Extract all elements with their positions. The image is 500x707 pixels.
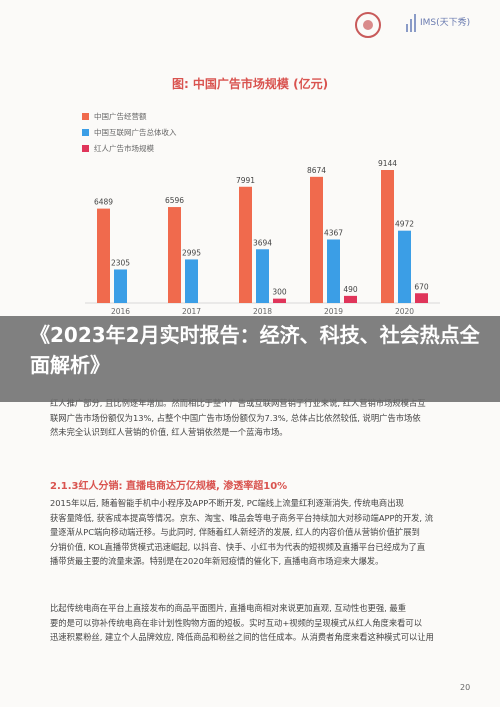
data-label: 670 bbox=[414, 282, 429, 291]
data-label: 9144 bbox=[378, 159, 397, 168]
banner-title: 《2023年2月实时报告：经济、科技、社会热点全面解析》 bbox=[30, 323, 480, 377]
data-label: 2995 bbox=[182, 248, 201, 257]
legend-item: 中国广告经营额 bbox=[82, 108, 177, 124]
legend-label: 中国广告经营额 bbox=[94, 111, 147, 121]
paragraph-3: 比起传统电商在平台上直接发布的商品平面图片, 直播电商相对来说更加直观, 互动性… bbox=[50, 601, 455, 645]
text-line: 播带货最主要的流量来源。特别是在2020年新冠疫情的催化下, 直播电商市场迎来大… bbox=[50, 556, 384, 566]
x-tick-label: 2020 bbox=[395, 307, 414, 316]
data-label: 8674 bbox=[307, 166, 326, 175]
x-tick-label: 2016 bbox=[111, 307, 130, 316]
x-tick-label: 2018 bbox=[253, 307, 272, 316]
text-line: 量逐渐从PC端向移动端迁移。与此同时, 伴随着红人新经济的发展, 红人的内容价值… bbox=[50, 527, 420, 537]
paragraph-1: 红人推广部分, 且比例逐年增加。然而相比于整个广告或互联网营销子行业来说, 红人… bbox=[50, 396, 455, 440]
chart-legend: 中国广告经营额 中国互联网广告总体收入 红人广告市场规模 bbox=[82, 108, 177, 156]
text-line: 联网广告市场份额仅为13%, 占整个中国广告市场份额仅为7.3%, 总体占比依然… bbox=[50, 412, 421, 423]
text-line: 2015年以后, 随着智能手机中小程序及APP不断开发, PC端线上流量红利逐渐… bbox=[50, 498, 404, 508]
legend-swatch bbox=[82, 144, 89, 152]
bar bbox=[415, 293, 428, 303]
bar bbox=[97, 208, 110, 303]
data-label: 2305 bbox=[111, 258, 130, 267]
bar bbox=[327, 239, 340, 303]
legend-swatch bbox=[82, 112, 89, 120]
bar bbox=[239, 186, 252, 303]
bar bbox=[344, 295, 357, 303]
text-line: 获客量降低, 获客成本提高等情况。京东、淘宝、唯品会等电子商务平台持续加大对移动… bbox=[50, 512, 434, 523]
legend-label: 红人广告市场规模 bbox=[94, 143, 154, 153]
data-label: 490 bbox=[343, 285, 358, 294]
text-line: 比起传统电商在平台上直接发布的商品平面图片, 直播电商相对来说更加直观, 互动性… bbox=[50, 603, 406, 613]
page-number: 20 bbox=[460, 683, 471, 692]
data-label: 6489 bbox=[94, 198, 113, 207]
text-line: 红人推广部分, 且比例逐年增加。然而相比于整个广告或互联网营销子行业来说, 红人… bbox=[50, 398, 426, 408]
text-line: 分销价值, KOL直播带货模式迅速崛起, 以抖音、快手、小红书为代表的短视频及直… bbox=[50, 541, 426, 552]
text-line: 迅速积累粉丝, 建立个人品牌效应, 降低商品和粉丝之间的信任成本。从消费者角度来… bbox=[50, 632, 434, 642]
legend-swatch bbox=[82, 128, 89, 136]
bar bbox=[185, 259, 198, 303]
ims-logo-icon bbox=[406, 14, 416, 32]
legend-label: 中国互联网广告总体收入 bbox=[94, 127, 177, 137]
title-banner bbox=[0, 316, 500, 402]
bar-chart: 6489 2305 2016 6596 2995 2017 7991 3694 300 2018 8… bbox=[85, 159, 440, 316]
chart-title: 图: 中国广告市场规模 (亿元) bbox=[171, 77, 329, 91]
bar bbox=[273, 298, 286, 303]
x-tick-label: 2019 bbox=[324, 307, 343, 316]
x-tick-label: 2017 bbox=[182, 307, 201, 316]
publisher-seal-logo bbox=[355, 12, 381, 38]
text-line: 要的是可以弥补传统电商在非计划性购物方面的短板。实时互动+视频的呈现模式从红人角… bbox=[50, 617, 423, 628]
data-label: 3694 bbox=[253, 238, 272, 247]
bar bbox=[381, 170, 394, 303]
legend-item: 中国互联网广告总体收入 bbox=[82, 124, 177, 140]
data-label: 4367 bbox=[324, 228, 343, 237]
text-line: 然未完全认识到红人营销的价值, 红人营销依然是一个蓝海市场。 bbox=[50, 427, 288, 437]
data-label: 7991 bbox=[236, 176, 255, 185]
data-label: 6596 bbox=[165, 196, 184, 205]
data-label: 300 bbox=[272, 288, 287, 297]
bar bbox=[168, 207, 181, 303]
bar bbox=[310, 176, 323, 303]
data-label: 4972 bbox=[395, 220, 414, 229]
bar bbox=[398, 230, 411, 303]
section-heading: 2.1.3红人分销: 直播电商达万亿规模, 渗透率超10% bbox=[50, 481, 288, 492]
legend-item: 红人广告市场规模 bbox=[82, 140, 177, 156]
bar bbox=[256, 249, 269, 303]
brand-text: IMS(天下秀) bbox=[420, 18, 471, 28]
paragraph-2: 2015年以后, 随着智能手机中小程序及APP不断开发, PC端线上流量红利逐渐… bbox=[50, 496, 455, 569]
bar bbox=[114, 269, 127, 303]
